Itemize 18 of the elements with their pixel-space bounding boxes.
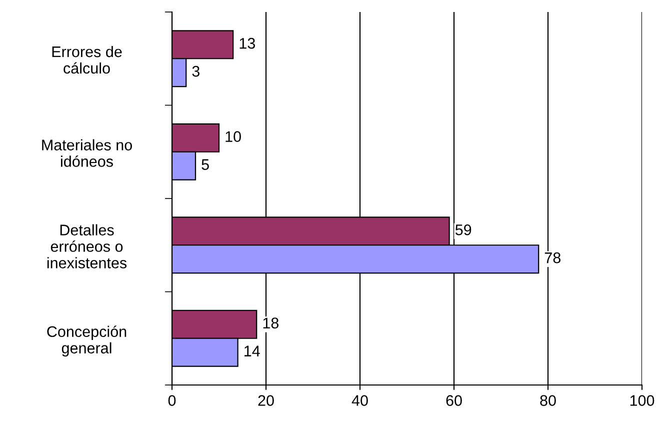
y-tick-label: Materiales no idóneos: [42, 139, 132, 167]
data-label: 3: [192, 66, 200, 77]
y-tick-label: Concepción general: [47, 326, 126, 357]
y-tick-label: Detalles erróneos o inexistentes: [47, 224, 127, 268]
x-tick-label: 80: [540, 395, 556, 406]
data-label: 18: [263, 318, 278, 328]
data-label: 13: [240, 38, 255, 49]
x-tick-label: 0: [168, 395, 176, 406]
x-tick-label: 20: [258, 395, 274, 406]
y-tick-label: Errores de cálculo: [52, 46, 122, 74]
x-tick-label: 60: [446, 395, 462, 406]
data-label: 10: [226, 131, 241, 142]
data-label: 59: [455, 224, 472, 236]
data-label: 14: [244, 346, 260, 356]
x-tick-label: 100: [630, 395, 654, 406]
data-label: 78: [544, 252, 560, 264]
x-tick-label: 40: [352, 395, 368, 406]
data-label: 5: [202, 159, 209, 170]
